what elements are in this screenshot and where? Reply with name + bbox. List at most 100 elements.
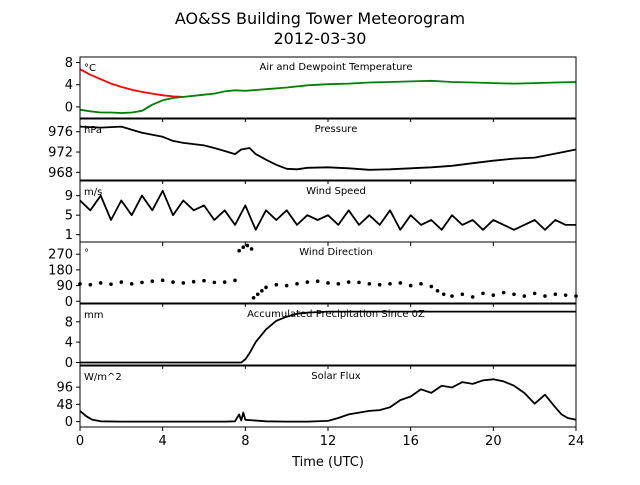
data-point [441,292,446,297]
data-point [202,278,206,283]
data-point [532,291,537,296]
y-tick-label: 180 [48,263,73,278]
data-point [140,280,144,285]
data-point [481,291,485,296]
data-point [222,280,227,284]
data-point [429,284,434,289]
data-point [284,283,289,288]
data-point [336,282,341,286]
y-tick-label: 48 [56,398,73,413]
x-tick-label: 0 [76,434,84,449]
data-point [181,281,186,285]
series-line-0 [79,68,184,98]
panel-title: Air and Dewpoint Temperature [260,62,413,73]
data-point [512,292,516,297]
data-point [241,245,246,250]
data-point [388,282,392,286]
panel-title: Accumulated Precipitation Since 0Z [247,309,425,320]
data-point [563,293,568,297]
data-point [491,293,496,297]
data-point [249,247,254,251]
data-point [419,282,423,286]
y-tick-label: 968 [48,166,73,181]
data-point [501,290,506,295]
unit-label: m/s [84,187,102,198]
y-tick-label: 9 [65,189,73,204]
data-point [305,280,310,284]
data-point [251,295,256,300]
data-point [255,292,260,297]
data-point [522,294,527,298]
series-line-0 [79,189,576,231]
data-point [129,282,134,286]
unit-label: ° [84,248,89,259]
panel-2: 9 5 1 Wind Speed m/s [65,180,577,246]
data-point [88,282,93,287]
data-point [295,282,299,286]
series-line-1 [79,79,577,114]
x-tick-label: 4 [159,434,167,449]
data-point [377,282,382,287]
data-point [470,295,475,299]
y-tick-label: 4 [65,336,73,351]
series-line-0 [79,378,577,423]
data-point [367,282,372,286]
panel-4: 8 4 0 Accumulated Precipitation Since 0Z mm [65,303,577,371]
x-tick-label: 12 [320,434,337,449]
y-tick-label: 8 [65,56,73,71]
data-point [150,279,155,284]
y-tick-label: 1 [65,228,73,243]
series-line-0 [79,125,577,171]
panel-title: Wind Speed [306,186,366,197]
panel-title: Pressure [315,124,358,135]
y-tick-label: 0 [65,356,73,371]
y-tick-label: 8 [65,315,73,330]
data-point [315,279,320,284]
figure-date: 2012-03-30 [274,29,367,48]
data-point [245,243,250,248]
figure-title: AO&SS Building Tower Meteorogram [175,9,465,28]
data-point [326,281,330,285]
data-point [264,285,268,290]
data-point [98,281,103,285]
x-tick-label: 24 [568,434,585,449]
unit-label: °C [84,63,96,74]
unit-label: mm [84,310,103,321]
data-point [191,279,196,284]
panel-1: 976 972 968 Pressure hPa [48,118,577,184]
data-point [160,278,165,283]
unit-label: W/m^2 [84,372,122,383]
data-point [435,289,440,293]
panel-title: Wind Direction [299,247,373,258]
data-point [398,281,403,285]
y-tick-label: 0 [65,295,73,310]
data-point [357,280,361,285]
data-point [237,248,241,253]
y-tick-label: 90 [56,279,73,294]
unit-label: hPa [84,125,102,136]
data-point [543,294,547,298]
series-line-0 [80,310,576,364]
x-tick-label: 16 [402,434,419,449]
y-tick-label: 96 [56,381,73,396]
x-tick-label: 20 [485,434,502,449]
data-point [233,278,237,283]
data-point [553,292,558,297]
y-tick-label: 976 [48,125,73,140]
x-axis-label: Time (UTC) [291,455,364,470]
data-point [212,280,217,285]
y-tick-label: 0 [65,415,73,430]
data-point [171,280,175,284]
y-tick-label: 5 [65,209,73,224]
panel-0: 8 4 0 Air and Dewpoint Temperature °C [65,56,577,122]
y-tick-label: 4 [65,78,73,93]
panel-5: 96 48 0 Solar Flux W/m^2 [56,365,577,431]
data-point [450,294,454,298]
data-point [119,280,124,284]
data-point [274,282,279,287]
data-point [460,292,465,297]
y-tick-label: 972 [48,146,73,161]
y-tick-label: 0 [65,100,73,115]
